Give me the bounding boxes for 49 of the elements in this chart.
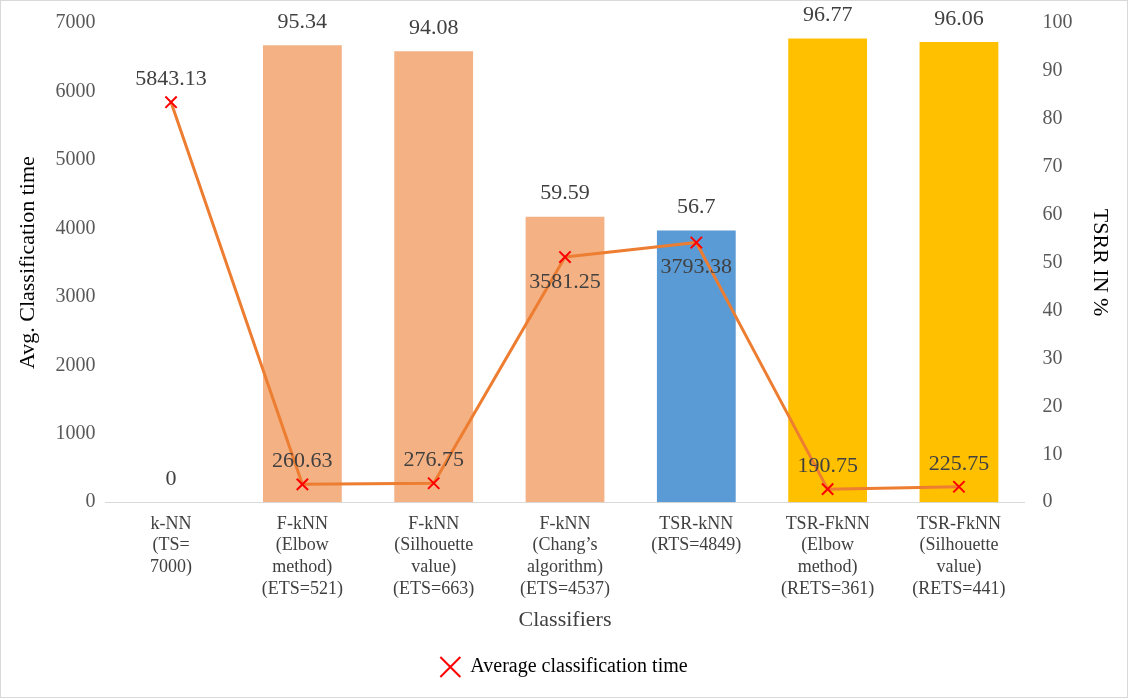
y2-tick-label: 90 xyxy=(1042,58,1063,81)
x-tick-label: k-NN (TS= 7000) xyxy=(150,512,193,577)
y-tick-label: 3000 xyxy=(55,284,96,307)
bar xyxy=(525,216,605,503)
y2-tick-label: 50 xyxy=(1042,249,1063,272)
y-tick-label: 2000 xyxy=(55,352,96,375)
x-tick-label: TSR-kNN (RTS=4849) xyxy=(651,512,742,556)
y-axis-title: Avg. Classification time xyxy=(13,156,39,370)
x-tick-label: TSR-FkNN (Silhouette value) (RETS=441) xyxy=(912,512,1006,599)
data-label: 225.75 xyxy=(928,449,990,475)
x-tick-label: F-kNN (Elbow method) (ETS=521) xyxy=(261,512,343,599)
data-label: 94.08 xyxy=(408,14,459,40)
y2-tick-label: 70 xyxy=(1042,154,1063,177)
y2-tick-label: 0 xyxy=(1042,489,1053,512)
data-label: 59.59 xyxy=(540,179,590,205)
data-label: 96.77 xyxy=(802,1,853,27)
data-label: 56.7 xyxy=(677,193,716,219)
data-label: 260.63 xyxy=(272,447,333,473)
data-label: 0 xyxy=(165,464,177,490)
y2-tick-label: 20 xyxy=(1042,393,1063,416)
data-label: 190.75 xyxy=(797,451,858,477)
bar xyxy=(656,230,736,503)
y-tick-label: 6000 xyxy=(55,78,96,101)
x-tick-label: F-kNN (Chang’s algorithm) (ETS=4537) xyxy=(519,512,611,599)
y2-tick-label: 80 xyxy=(1042,106,1063,129)
x-tick-label: TSR-FkNN (Elbow method) (RETS=361) xyxy=(781,512,875,599)
y2-tick-label: 60 xyxy=(1042,201,1063,224)
data-label: 96.06 xyxy=(934,4,984,30)
bar xyxy=(394,51,474,503)
y-tick-label: 0 xyxy=(85,489,96,512)
data-label: 5843.13 xyxy=(135,64,207,90)
y-tick-label: 7000 xyxy=(55,10,96,33)
data-label: 276.75 xyxy=(403,446,464,472)
y2-tick-label: 30 xyxy=(1042,345,1063,368)
y2-tick-label: 10 xyxy=(1042,441,1063,464)
y-tick-label: 1000 xyxy=(55,420,96,443)
y-tick-label: 5000 xyxy=(55,147,96,170)
y2-tick-label: 40 xyxy=(1042,297,1063,320)
bar xyxy=(788,38,868,503)
y-tick-label: 4000 xyxy=(55,215,96,238)
y2-tick-label: 100 xyxy=(1042,10,1073,33)
bar xyxy=(919,41,999,503)
x-tick-label: F-kNN (Silhouette value) (ETS=663) xyxy=(393,512,475,599)
data-label: 95.34 xyxy=(277,8,328,34)
data-label: 3581.25 xyxy=(529,267,601,293)
y2-axis-title: TSRR IN % xyxy=(1089,208,1115,317)
legend-label: Average classification time xyxy=(470,654,688,678)
bar xyxy=(262,45,342,503)
x-axis-title: Classifiers xyxy=(518,605,612,631)
